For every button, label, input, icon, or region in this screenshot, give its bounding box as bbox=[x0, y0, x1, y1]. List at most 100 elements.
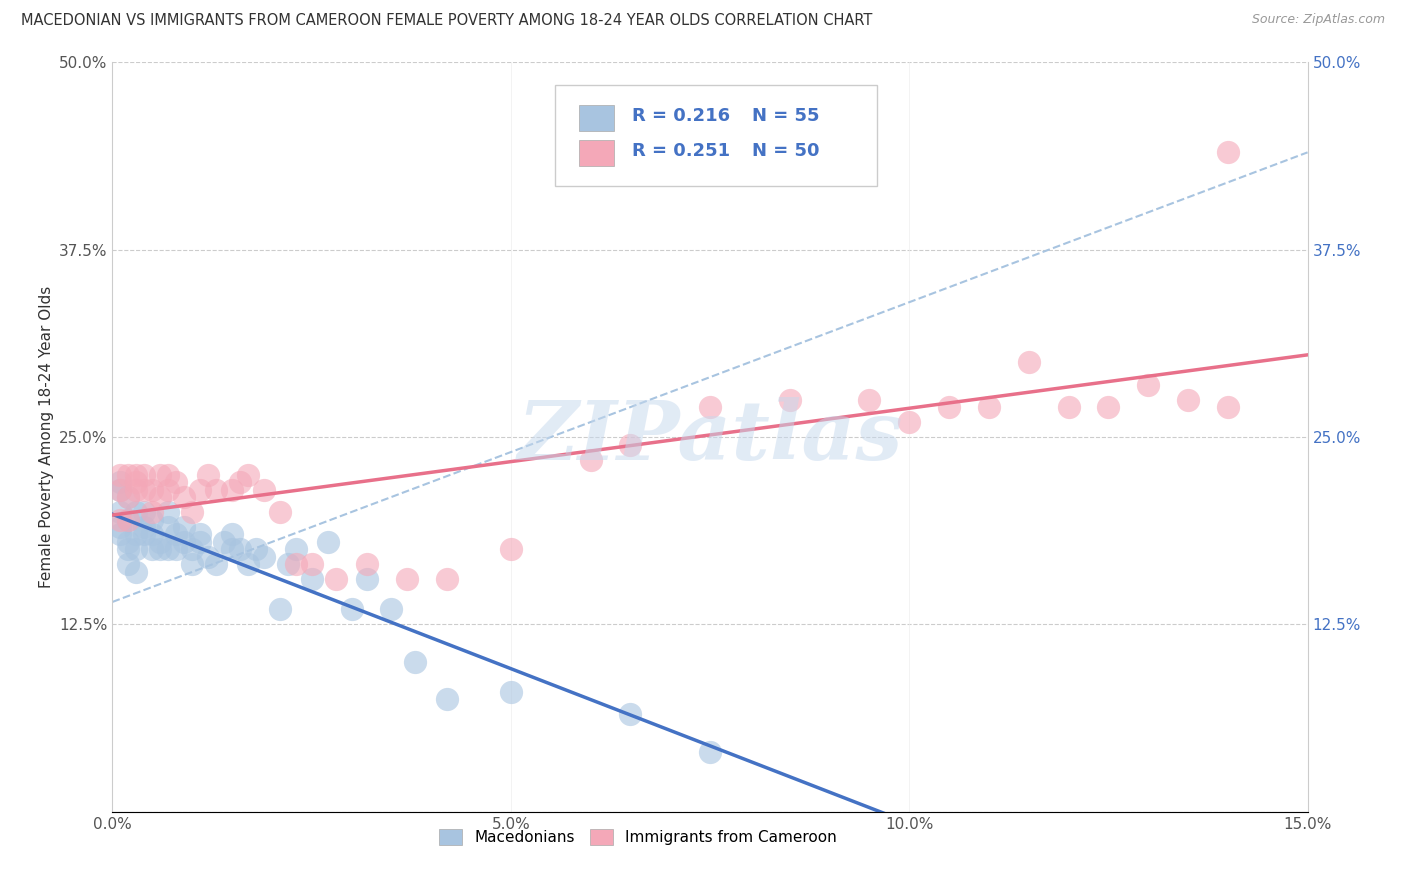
Point bbox=[110, 483, 132, 497]
Point bbox=[212, 535, 235, 549]
Point bbox=[396, 573, 419, 587]
Point bbox=[110, 505, 132, 519]
Text: Source: ZipAtlas.com: Source: ZipAtlas.com bbox=[1251, 13, 1385, 27]
Point bbox=[221, 527, 243, 541]
Point bbox=[149, 490, 172, 504]
Point bbox=[436, 573, 458, 587]
Point bbox=[316, 535, 339, 549]
Point bbox=[977, 400, 1000, 414]
Text: MACEDONIAN VS IMMIGRANTS FROM CAMEROON FEMALE POVERTY AMONG 18-24 YEAR OLDS CORR: MACEDONIAN VS IMMIGRANTS FROM CAMEROON F… bbox=[21, 13, 873, 29]
Point bbox=[157, 505, 180, 519]
FancyBboxPatch shape bbox=[554, 85, 877, 186]
Text: N = 50: N = 50 bbox=[752, 142, 820, 160]
Point bbox=[619, 707, 641, 722]
Point bbox=[134, 505, 156, 519]
Point bbox=[436, 692, 458, 706]
Point bbox=[125, 483, 148, 497]
Point bbox=[157, 483, 180, 497]
Point bbox=[188, 527, 211, 541]
Point bbox=[149, 542, 172, 557]
Point bbox=[141, 512, 163, 526]
Point bbox=[110, 520, 132, 534]
Point bbox=[284, 542, 307, 557]
Point bbox=[149, 535, 172, 549]
Point bbox=[110, 467, 132, 482]
Point bbox=[173, 490, 195, 504]
Point bbox=[205, 483, 228, 497]
Point bbox=[380, 602, 402, 616]
Point bbox=[197, 467, 219, 482]
Point bbox=[117, 490, 139, 504]
Point bbox=[117, 490, 139, 504]
Point bbox=[134, 520, 156, 534]
Point bbox=[858, 392, 880, 407]
Point bbox=[110, 475, 132, 489]
Point bbox=[1177, 392, 1199, 407]
Point bbox=[181, 505, 204, 519]
Point bbox=[404, 655, 426, 669]
Point bbox=[117, 558, 139, 572]
Point bbox=[125, 505, 148, 519]
Point bbox=[699, 400, 721, 414]
Point bbox=[1018, 355, 1040, 369]
Point bbox=[205, 558, 228, 572]
Point bbox=[181, 558, 204, 572]
Point bbox=[245, 542, 267, 557]
Point bbox=[229, 542, 252, 557]
Point bbox=[1137, 377, 1160, 392]
Point bbox=[301, 573, 323, 587]
Point bbox=[117, 542, 139, 557]
Point bbox=[236, 467, 259, 482]
Point bbox=[188, 535, 211, 549]
Point bbox=[141, 505, 163, 519]
Point bbox=[221, 542, 243, 557]
Point bbox=[197, 549, 219, 564]
Point bbox=[157, 542, 180, 557]
Point bbox=[141, 542, 163, 557]
Legend: Macedonians, Immigrants from Cameroon: Macedonians, Immigrants from Cameroon bbox=[432, 822, 845, 853]
Text: R = 0.251: R = 0.251 bbox=[633, 142, 731, 160]
Point bbox=[157, 467, 180, 482]
Point bbox=[173, 535, 195, 549]
Point bbox=[277, 558, 299, 572]
Point bbox=[125, 542, 148, 557]
Point bbox=[117, 467, 139, 482]
Point bbox=[356, 558, 378, 572]
Point bbox=[1057, 400, 1080, 414]
Text: R = 0.216: R = 0.216 bbox=[633, 107, 731, 126]
Point bbox=[125, 527, 148, 541]
Point bbox=[699, 745, 721, 759]
Point bbox=[134, 483, 156, 497]
Point bbox=[134, 467, 156, 482]
FancyBboxPatch shape bbox=[579, 140, 614, 166]
Point bbox=[125, 565, 148, 579]
Point bbox=[165, 475, 187, 489]
Point bbox=[110, 527, 132, 541]
Point bbox=[325, 573, 347, 587]
Point bbox=[125, 467, 148, 482]
Point bbox=[125, 475, 148, 489]
Point bbox=[165, 527, 187, 541]
Point bbox=[149, 467, 172, 482]
Point bbox=[221, 483, 243, 497]
Point bbox=[779, 392, 801, 407]
Point bbox=[157, 520, 180, 534]
Point bbox=[499, 685, 522, 699]
Point bbox=[340, 602, 363, 616]
Point bbox=[253, 483, 276, 497]
Point bbox=[141, 527, 163, 541]
FancyBboxPatch shape bbox=[579, 105, 614, 131]
Point bbox=[134, 527, 156, 541]
Point bbox=[269, 505, 291, 519]
Point bbox=[284, 558, 307, 572]
Point bbox=[110, 483, 132, 497]
Point bbox=[579, 452, 602, 467]
Point bbox=[356, 573, 378, 587]
Point bbox=[236, 558, 259, 572]
Point bbox=[499, 542, 522, 557]
Point bbox=[117, 512, 139, 526]
Point bbox=[269, 602, 291, 616]
Point bbox=[173, 520, 195, 534]
Point bbox=[301, 558, 323, 572]
Point bbox=[1097, 400, 1119, 414]
